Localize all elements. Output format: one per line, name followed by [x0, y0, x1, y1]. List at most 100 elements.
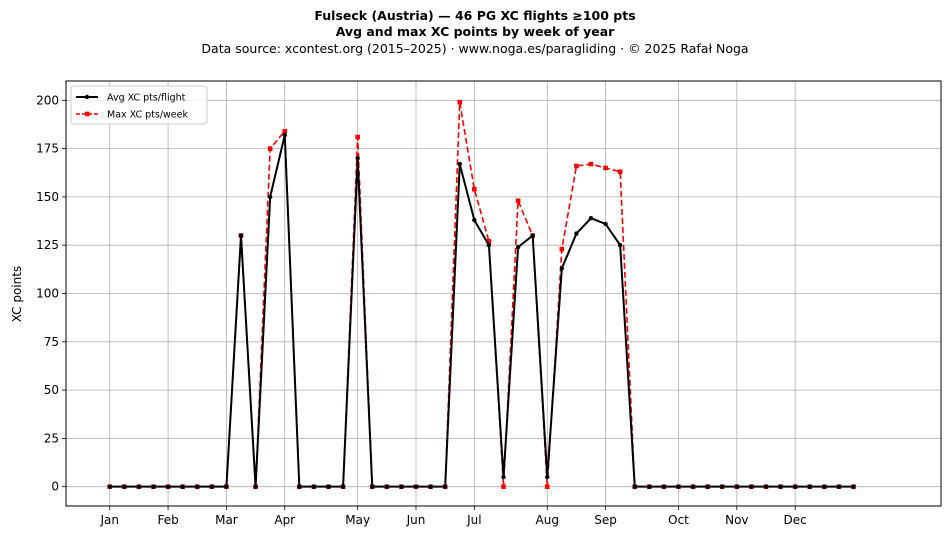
data-point [384, 484, 390, 489]
x-tick-label: Dec [784, 513, 807, 527]
data-point [165, 484, 171, 489]
data-point [545, 474, 550, 480]
x-tick-label: Nov [725, 513, 748, 527]
data-point [501, 484, 506, 489]
data-point [515, 198, 521, 204]
data-point [763, 484, 769, 489]
data-point [588, 215, 594, 221]
data-point [267, 146, 273, 151]
data-point [720, 484, 725, 489]
data-point [297, 484, 302, 489]
legend: Avg XC pts/flight Max XC pts/week [70, 85, 208, 125]
data-point [282, 132, 287, 138]
legend-marker [85, 111, 90, 117]
chart-subtitle: Avg and max XC points by week of year [335, 24, 615, 39]
series-line [109, 134, 854, 488]
data-point [749, 484, 754, 489]
grid [66, 81, 941, 506]
data-point [603, 221, 608, 227]
data-point [472, 217, 477, 223]
data-point [807, 484, 812, 489]
legend-label: Avg XC pts/flight [107, 93, 186, 104]
x-tick-label: Jul [466, 513, 481, 527]
data-point [559, 246, 565, 252]
data-point [588, 161, 594, 167]
data-point [311, 484, 317, 489]
data-point [151, 484, 156, 489]
data-point [238, 233, 244, 238]
data-point [413, 484, 419, 489]
data-point [661, 484, 667, 489]
x-tick-label: Oct [668, 513, 689, 527]
data-point [574, 163, 579, 169]
data-point [267, 194, 273, 200]
x-tick-label: Apr [274, 513, 295, 527]
series-line [109, 101, 854, 488]
data-point [180, 484, 185, 489]
y-tick-label: 0 [51, 480, 59, 494]
data-point [617, 243, 623, 248]
chart-title-block: Fulseck (Austria) — 46 PG XC flights ≥10… [0, 8, 950, 57]
x-tick-label: Jan [100, 513, 120, 527]
y-tick-label: 125 [36, 238, 59, 252]
y-axis-label: XC points [10, 266, 24, 322]
y-tick-label: 150 [36, 190, 59, 204]
data-point [647, 484, 652, 489]
chart-title: Fulseck (Austria) — 46 PG XC flights ≥10… [314, 8, 636, 23]
y-tick-label: 50 [44, 383, 59, 397]
data-point [195, 484, 200, 489]
data-point [734, 484, 740, 489]
chart-source: Data source: xcontest.org (2015–2025) · … [201, 41, 749, 56]
data-point [107, 484, 112, 489]
data-point [822, 484, 827, 489]
series-avg [107, 132, 856, 489]
data-point [326, 484, 331, 489]
x-tick-label: Mar [215, 513, 238, 527]
data-point [457, 161, 462, 167]
data-point [486, 243, 492, 248]
data-point [355, 134, 360, 140]
legend-marker [84, 94, 90, 100]
data-point [282, 128, 288, 134]
legend-label: Max XC pts/week [107, 110, 188, 121]
data-point [370, 484, 375, 489]
data-point [457, 99, 463, 105]
data-point [530, 233, 535, 238]
y-tick-label: 175 [36, 142, 59, 156]
data-point [792, 484, 798, 489]
data-point [122, 484, 127, 489]
x-tick-label: Feb [157, 513, 178, 527]
data-point [515, 244, 521, 250]
data-point [851, 484, 856, 489]
y-tick-label: 100 [36, 287, 59, 301]
x-tick-label: Sep [594, 513, 617, 527]
data-point [574, 231, 579, 236]
data-point [399, 484, 404, 489]
data-point [544, 484, 550, 489]
data-point [632, 484, 637, 489]
data-point [676, 484, 681, 489]
data-point [209, 484, 215, 489]
data-point [501, 474, 506, 480]
data-point [224, 484, 229, 489]
data-point [355, 156, 360, 161]
data-point [472, 186, 477, 192]
data-point [428, 484, 433, 489]
data-point [253, 484, 258, 489]
data-point [836, 484, 842, 489]
y-tick-label: 25 [44, 431, 59, 445]
y-tick-label: 75 [44, 335, 59, 349]
x-tick-label: Jun [406, 513, 426, 527]
ticks: Jan Feb Mar Apr May Jun Jul Aug Sep Oct Nov Dec 0 25 5… [36, 93, 807, 527]
series-max [107, 99, 856, 489]
data-point [559, 266, 565, 271]
data-point [486, 239, 492, 244]
data-point [617, 169, 623, 175]
x-tick-label: May [345, 513, 370, 527]
x-tick-label: Aug [536, 513, 559, 527]
data-point [136, 484, 142, 489]
data-point [603, 165, 608, 171]
data-point [705, 484, 710, 489]
y-tick-label: 200 [36, 93, 59, 107]
